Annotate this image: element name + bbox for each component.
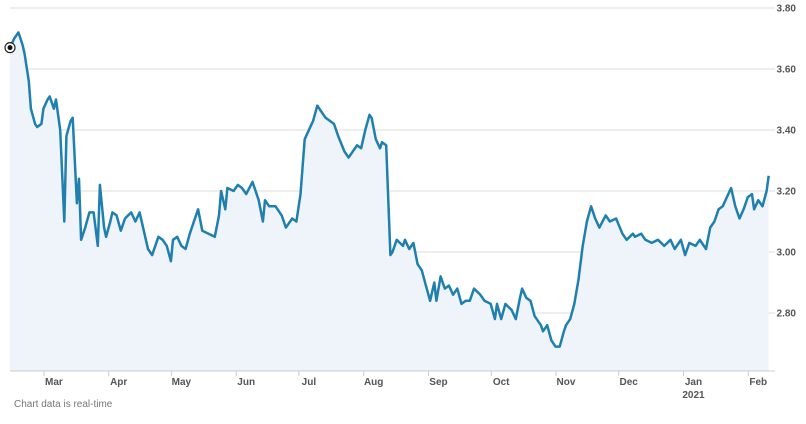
- price-line: [8, 31, 770, 348]
- x-tick-label: Apr: [110, 377, 127, 388]
- y-tick-label: 3.20: [777, 187, 797, 198]
- start-marker-dot: [7, 45, 13, 51]
- x-tick-label: Feb: [749, 377, 767, 388]
- y-tick-label: 3.60: [777, 65, 797, 76]
- area: [10, 32, 769, 372]
- x-tick-label: Aug: [364, 377, 383, 388]
- x-tick-label: Sep: [429, 377, 447, 388]
- y-tick-label: 2.80: [777, 309, 797, 320]
- x-tick-label: Dec: [620, 377, 639, 388]
- y-tick-label: 3.80: [777, 4, 797, 15]
- footer-note: Chart data is real-time: [14, 399, 113, 410]
- x-tick-label: Jan: [685, 377, 702, 388]
- x-tick-label: Jul: [302, 377, 317, 388]
- x-tick-label: May: [172, 377, 192, 388]
- x-tick-label: Jun: [237, 377, 255, 388]
- y-tick-label: 3.00: [777, 248, 797, 259]
- y-tick-label: 3.40: [777, 126, 797, 137]
- x-tick-label: Nov: [557, 377, 576, 388]
- x-tick-label: Mar: [45, 377, 63, 388]
- year-label: 2021: [682, 390, 705, 401]
- x-tick-label: Oct: [493, 377, 510, 388]
